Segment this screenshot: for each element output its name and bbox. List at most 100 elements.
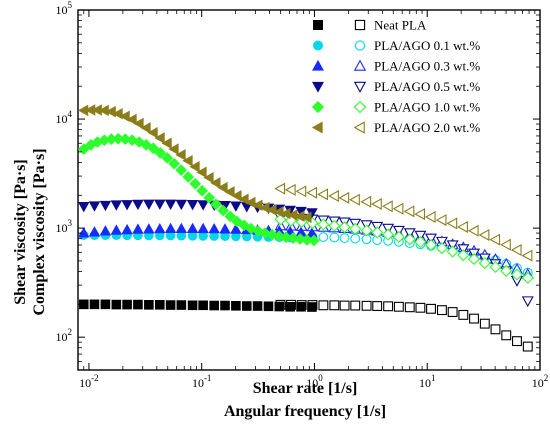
shear-point — [231, 215, 243, 228]
shear-point — [230, 223, 242, 234]
shear-point — [99, 200, 112, 212]
shear-point — [230, 201, 242, 212]
complex-point — [522, 341, 533, 352]
data-markers — [77, 104, 534, 352]
shear-point — [308, 234, 320, 247]
x-tick-label: 102 — [532, 373, 549, 390]
shear-point — [99, 225, 112, 236]
complex-point — [490, 324, 501, 335]
shear-point — [220, 300, 230, 311]
shear-point — [111, 299, 122, 310]
shear-point — [176, 300, 187, 310]
shear-point — [203, 171, 214, 184]
legend-marker-filled — [311, 121, 323, 134]
legend-marker-filled — [312, 19, 323, 30]
complex-point — [318, 232, 329, 243]
shear-point — [119, 133, 132, 145]
shear-point — [217, 204, 230, 217]
shear-point — [161, 137, 172, 149]
legend-label: PLA/AGO 1.0 wt.% — [374, 100, 480, 115]
complex-point — [446, 245, 459, 258]
complex-point — [510, 244, 522, 256]
shear-point — [245, 222, 257, 235]
complex-point — [393, 301, 404, 312]
shear-point — [203, 191, 216, 204]
legend-marker-open — [353, 121, 365, 134]
legend: Neat PLA PLA/AGO 0.1 wt.% PLA/AGO 0.3 wt.%… — [311, 18, 480, 135]
shear-point — [296, 301, 306, 312]
shear-point — [273, 206, 284, 218]
x-axis-label-angular-frequency: Angular frequency [1/s] — [224, 403, 386, 420]
shear-point — [168, 143, 179, 155]
complex-point — [360, 195, 372, 208]
complex-point — [501, 330, 512, 341]
shear-point — [147, 126, 158, 139]
complex-point — [467, 224, 479, 237]
complex-point — [521, 271, 534, 284]
complex-point — [338, 191, 350, 204]
complex-point — [415, 302, 426, 313]
shear-point — [241, 301, 252, 311]
y-tick-label: 102 — [56, 327, 73, 344]
complex-point — [425, 233, 437, 245]
complex-point — [329, 300, 340, 311]
shear-point — [175, 199, 188, 211]
complex-point — [458, 309, 469, 320]
complex-point — [350, 300, 361, 311]
shear-point — [198, 300, 208, 311]
x-tick-label: 10-1 — [192, 373, 212, 390]
complex-point — [339, 233, 350, 244]
complex-point — [371, 197, 382, 210]
shear-point — [161, 152, 174, 164]
legend-marker-filled — [311, 100, 325, 114]
complex-point — [295, 185, 307, 198]
shear-point — [89, 299, 100, 310]
shear-point — [165, 300, 176, 310]
shear-point — [175, 149, 186, 161]
complex-point — [521, 249, 533, 262]
shear-point — [121, 200, 133, 211]
complex-point — [510, 268, 524, 281]
complex-point — [361, 300, 372, 311]
complex-point — [414, 230, 427, 242]
complex-point — [478, 228, 490, 241]
legend-marker-open — [354, 19, 366, 31]
shear-point — [294, 233, 306, 245]
x-tick-label: 10-2 — [79, 373, 99, 390]
complex-point — [360, 224, 373, 237]
shear-point — [224, 210, 237, 223]
shear-point — [88, 201, 101, 212]
shear-point — [197, 222, 209, 234]
shear-point — [208, 222, 220, 234]
shear-point — [186, 200, 199, 211]
complex-point — [414, 208, 426, 221]
legend-marker-open — [353, 59, 367, 71]
complex-point — [329, 232, 340, 243]
shear-point — [143, 223, 155, 234]
complex-point — [382, 228, 395, 241]
axis-ticks: 10-2 10-1 100 101 102 102 103 104 105 — [56, 0, 549, 390]
shear-point — [287, 232, 299, 244]
series-0 — [78, 299, 533, 352]
complex-point — [381, 200, 393, 213]
shear-point — [182, 154, 193, 167]
shear-point — [182, 171, 195, 183]
legend-marker-filled — [312, 40, 323, 51]
complex-point — [435, 214, 447, 227]
complex-point — [512, 336, 522, 347]
shear-point — [301, 211, 312, 224]
x-axis-label-shear-rate: Shear rate [1/s] — [253, 380, 358, 397]
complex-point — [424, 210, 436, 223]
shear-point — [110, 200, 123, 211]
shear-point — [210, 177, 221, 189]
complex-point — [414, 235, 427, 249]
complex-point — [457, 249, 470, 262]
shear-point — [210, 198, 222, 211]
complex-point — [317, 218, 330, 231]
series-4 — [77, 132, 534, 284]
shear-point — [144, 300, 154, 310]
complex-point — [489, 260, 502, 274]
shear-point — [285, 301, 295, 312]
shear-point — [217, 181, 228, 194]
